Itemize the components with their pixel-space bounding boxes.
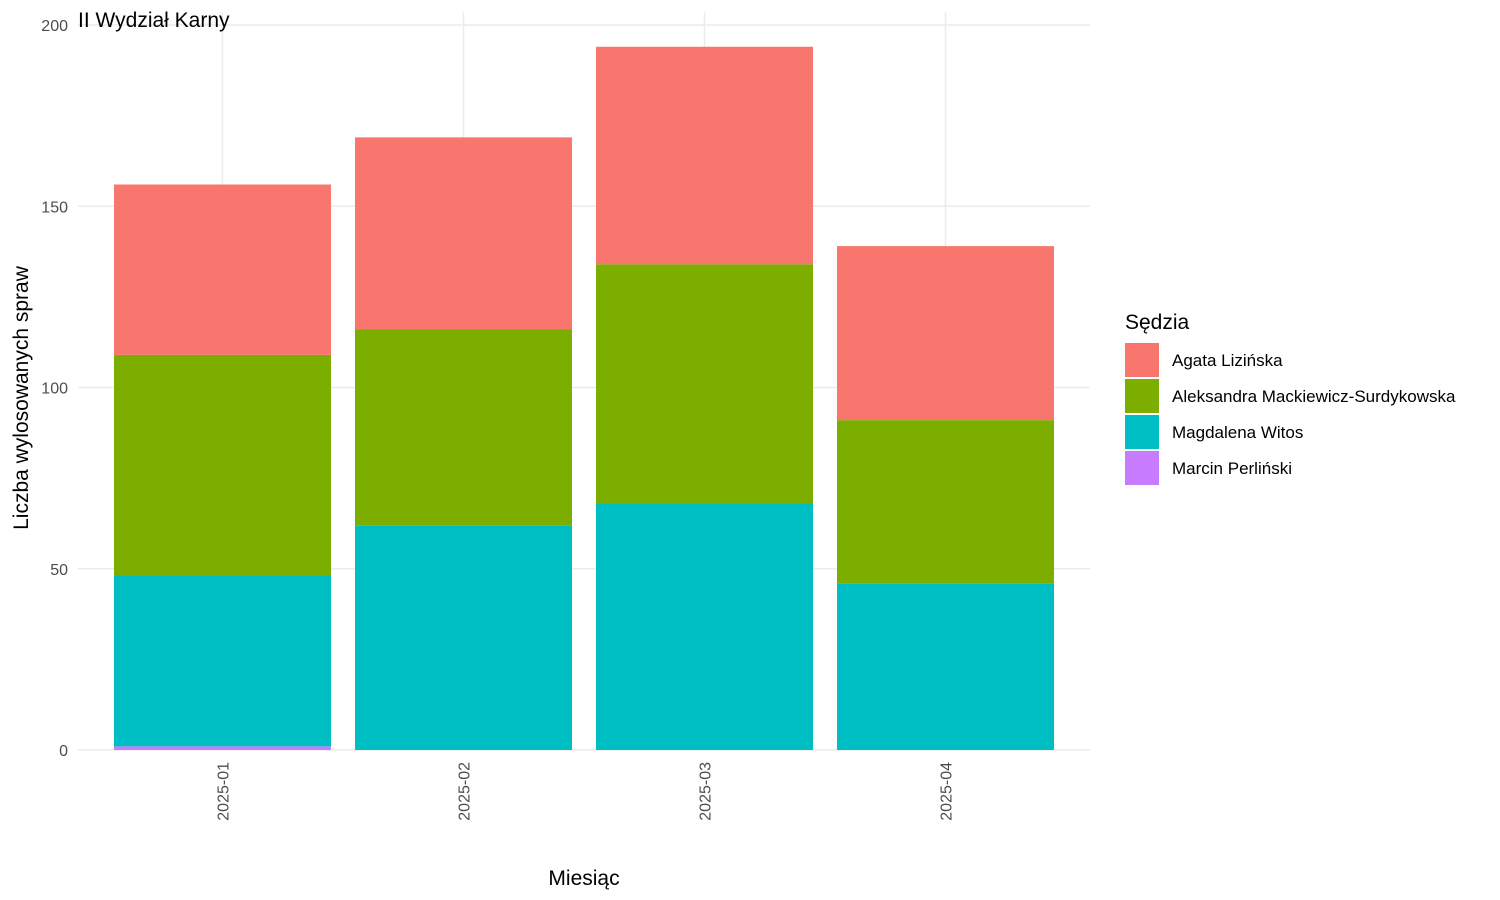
- bars: [114, 46, 1054, 750]
- x-tick-label: 2025-01: [216, 762, 233, 821]
- bar-segment: [837, 420, 1054, 584]
- legend-swatch: [1125, 451, 1159, 485]
- x-tick-label: 2025-03: [698, 762, 715, 821]
- x-axis-title: Miesiąc: [548, 867, 619, 890]
- bar-segment: [114, 354, 331, 576]
- legend-swatch: [1125, 415, 1159, 449]
- legend-items: Agata Lizińska Aleksandra Mackiewicz-Surd…: [1125, 343, 1456, 485]
- bar-segment: [355, 525, 572, 750]
- y-tick-label: 200: [41, 18, 68, 35]
- legend-label: Agata Lizińska: [1172, 351, 1283, 370]
- legend-label: Magdalena Witos: [1172, 423, 1303, 442]
- x-tick-label: 2025-04: [939, 762, 956, 821]
- legend-label: Aleksandra Mackiewicz-Surdykowska: [1172, 387, 1456, 406]
- y-tick-label: 50: [50, 562, 68, 579]
- legend-title: Sędzia: [1125, 311, 1190, 334]
- x-tick-label: 2025-02: [457, 762, 474, 821]
- bar-segment: [837, 246, 1054, 421]
- chart-title: II Wydział Karny: [78, 9, 230, 32]
- bar-segment: [355, 137, 572, 330]
- bar-segment: [114, 184, 331, 355]
- y-axis-title: Liczba wylosowanych spraw: [10, 265, 33, 530]
- bar-segment: [837, 583, 1054, 750]
- x-axis-ticks: 2025-01 2025-02 2025-03 2025-04: [216, 762, 956, 821]
- bar-segment: [114, 746, 331, 750]
- y-tick-label: 0: [59, 743, 68, 760]
- legend-swatch: [1125, 379, 1159, 413]
- y-axis-ticks: 0 50 100 150 200: [41, 18, 68, 760]
- y-tick-label: 150: [41, 199, 68, 216]
- legend: Sędzia Agata Lizińska Aleksandra Mackiewi…: [1125, 311, 1456, 485]
- legend-label: Marcin Perliński: [1172, 459, 1292, 478]
- bar-segment: [596, 503, 813, 750]
- bar-segment: [596, 264, 813, 504]
- y-tick-label: 100: [41, 381, 68, 398]
- bar-segment: [355, 329, 572, 526]
- legend-swatch: [1125, 343, 1159, 377]
- bar-segment: [114, 576, 331, 747]
- bar-segment: [596, 46, 813, 265]
